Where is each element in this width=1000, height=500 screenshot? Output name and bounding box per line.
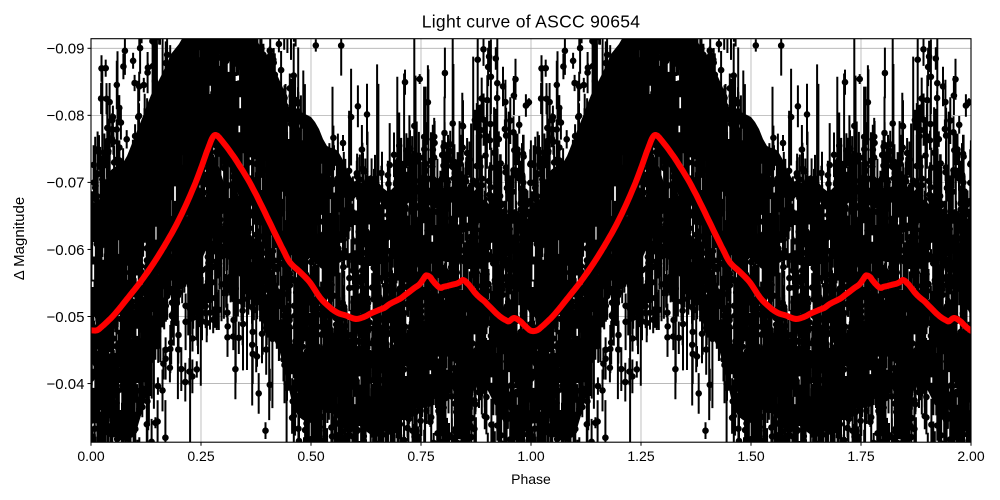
svg-text:Δ Magnitude: Δ Magnitude [11,197,28,280]
svg-text:1.75: 1.75 [847,448,874,464]
svg-text:−0.06: −0.06 [47,242,85,259]
svg-text:0.25: 0.25 [187,448,214,464]
svg-text:0.00: 0.00 [77,448,104,464]
svg-text:−0.08: −0.08 [47,108,85,125]
svg-text:−0.09: −0.09 [47,41,85,58]
svg-text:−0.07: −0.07 [47,175,85,192]
svg-text:1.25: 1.25 [627,448,654,464]
svg-text:1.50: 1.50 [737,448,764,464]
svg-text:−0.04: −0.04 [47,376,85,393]
svg-text:−0.05: −0.05 [47,309,85,326]
svg-text:1.00: 1.00 [517,448,544,464]
svg-text:2.00: 2.00 [957,448,984,464]
svg-text:0.75: 0.75 [407,448,434,464]
svg-text:Phase: Phase [511,471,551,487]
svg-text:0.50: 0.50 [297,448,324,464]
svg-text:Light curve of ASCC 90654: Light curve of ASCC 90654 [422,12,641,32]
